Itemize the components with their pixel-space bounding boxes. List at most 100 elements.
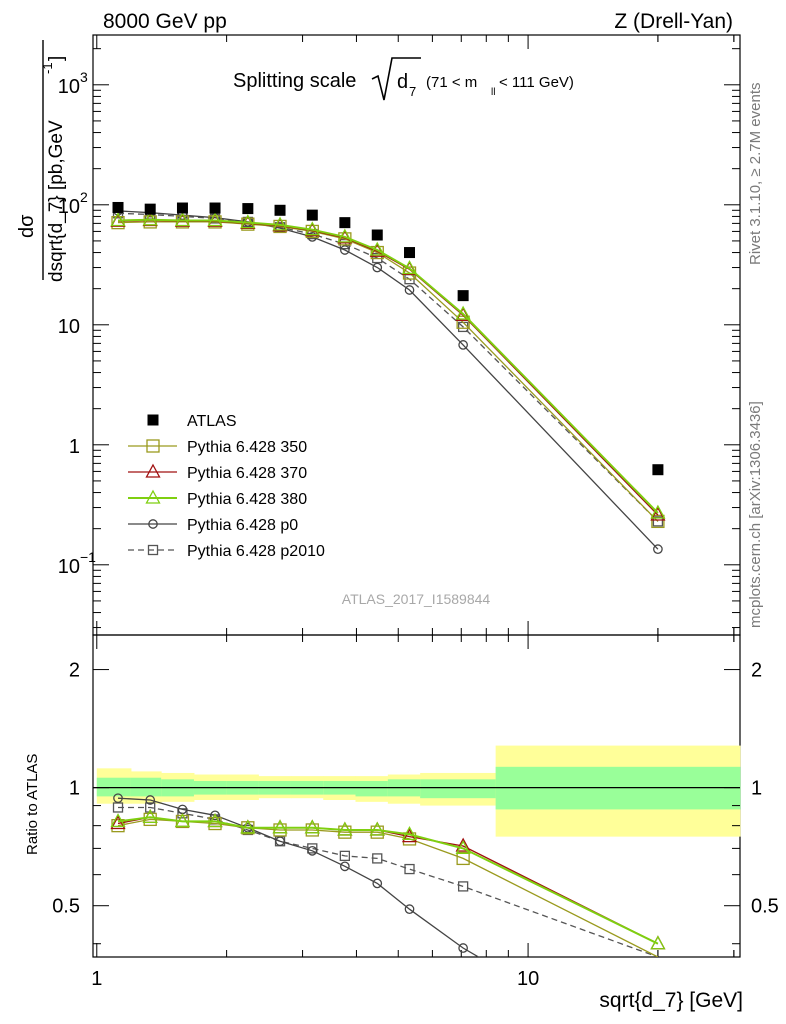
ratio-point (455, 837, 471, 852)
legend-item-pythia-6-428-350: Pythia 6.428 350 (128, 439, 307, 456)
ratio-point (340, 861, 350, 872)
data-point (458, 340, 468, 350)
ratio-uncertainty-bands (96, 745, 741, 837)
title-range-sub: ll (491, 87, 495, 98)
y-tick-label: 1 (69, 436, 80, 458)
data-point (652, 516, 664, 527)
ylabel-close: ] (46, 56, 67, 61)
data-point (651, 514, 665, 529)
ratio-point (307, 843, 318, 854)
title-main: Splitting scale (233, 70, 356, 92)
data-point (369, 241, 385, 256)
series-atlas (112, 201, 664, 476)
data-point (242, 203, 254, 215)
data-point (337, 228, 353, 243)
legend-label: Pythia 6.428 p0 (187, 517, 298, 534)
ratio-point (401, 826, 418, 841)
ratio-point (145, 795, 156, 805)
ylabel-exponent: -1 (40, 62, 55, 74)
ratio-point (210, 810, 220, 821)
legend-label: ATLAS (187, 413, 237, 430)
ratio-point (339, 850, 351, 862)
ratio-point (457, 881, 469, 892)
ratio-point (650, 935, 666, 950)
data-point (111, 215, 125, 230)
data-point (175, 215, 190, 229)
ratio-point (370, 825, 384, 839)
legend-label: Pythia 6.428 p2010 (187, 543, 325, 560)
legend-item-pythia-6-428-p2010: Pythia 6.428 p2010 (128, 543, 325, 560)
data-point (653, 544, 663, 555)
data-point (371, 229, 383, 241)
ratio-point (110, 815, 126, 830)
ratio-point (404, 863, 415, 875)
legend-label: Pythia 6.428 380 (187, 491, 307, 508)
series-line (117, 210, 659, 550)
series-line (117, 221, 659, 522)
main-series-group (110, 201, 666, 555)
data-point (404, 285, 415, 295)
ratio-point (307, 845, 318, 856)
data-point (110, 212, 126, 227)
ratio-point (456, 851, 470, 866)
y-tick-label: 10 (58, 316, 80, 338)
ratio-point (273, 823, 287, 837)
y-tick-label-exponent: 2 (80, 189, 88, 205)
ratio-line (118, 806, 659, 957)
data-point (401, 260, 418, 275)
ratio-point (142, 808, 158, 823)
x-tick-label: 1 (91, 968, 102, 990)
data-point (112, 201, 124, 213)
x-tick-label: 10 (517, 968, 539, 990)
ratio-point (145, 802, 156, 813)
ratio-y-tick-label: 2 (69, 660, 80, 682)
ratio-point (113, 793, 123, 804)
ratio-point (369, 821, 385, 836)
ratio-series-group (110, 793, 666, 957)
data-point (306, 209, 318, 221)
main-y-axis-label: dσ dsqrt{d_7} [pb,GeV -1 ] (16, 40, 67, 282)
data-point (143, 215, 157, 229)
data-point (142, 211, 158, 226)
legend-marker (145, 463, 161, 478)
y-tick-label: 10 (58, 196, 80, 218)
title-range-end: < 111 GeV) (499, 74, 574, 91)
ratio-point (174, 813, 191, 828)
ratio-point (304, 819, 320, 834)
legend-label: Pythia 6.428 350 (187, 439, 307, 456)
ratio-point (272, 819, 288, 834)
ratio-point (338, 825, 352, 839)
chart-title: Splitting scale d 7 (71 < m ll < 111 GeV… (233, 57, 574, 101)
mcplots-label: mcplots.cern.ch [arXiv:1306.3436] (747, 401, 764, 628)
ratio-point (207, 813, 223, 828)
analysis-watermark: ATLAS_2017_I1589844 (342, 591, 491, 607)
energy-label: 8000 GeV pp (103, 10, 227, 33)
data-point (144, 203, 156, 215)
legend-item-pythia-6-428-380: Pythia 6.428 380 (128, 489, 307, 508)
ratio-point (110, 813, 126, 828)
legend-item-pythia-6-428-370: Pythia 6.428 370 (128, 463, 307, 482)
series-pythia-6-428-350 (111, 215, 665, 529)
ratio-y-axis-label: Ratio to ATLAS (24, 754, 41, 855)
legend: ATLAS Pythia 6.428 350 Pythia 6.428 370 Pyt… (128, 413, 325, 560)
legend-marker (146, 439, 160, 453)
data-point (404, 247, 416, 259)
data-point (339, 217, 351, 229)
ratio-point (404, 904, 415, 915)
data-point (304, 221, 320, 236)
data-point (174, 212, 191, 227)
band-stat (420, 779, 497, 799)
y-tick-label-exponent: −1 (80, 549, 96, 565)
data-point (340, 245, 350, 255)
title-sqrt-var: d (397, 71, 408, 93)
ratio-line (117, 797, 480, 957)
legend-marker (147, 414, 159, 426)
series-pythia-6-428-380 (110, 211, 666, 519)
data-point (176, 202, 188, 214)
y-tick-label-exponent: 3 (80, 69, 88, 85)
x-axis-label: sqrt{d_7} [GeV] (599, 989, 743, 1012)
data-point (457, 290, 469, 302)
legend-marker (147, 544, 159, 556)
